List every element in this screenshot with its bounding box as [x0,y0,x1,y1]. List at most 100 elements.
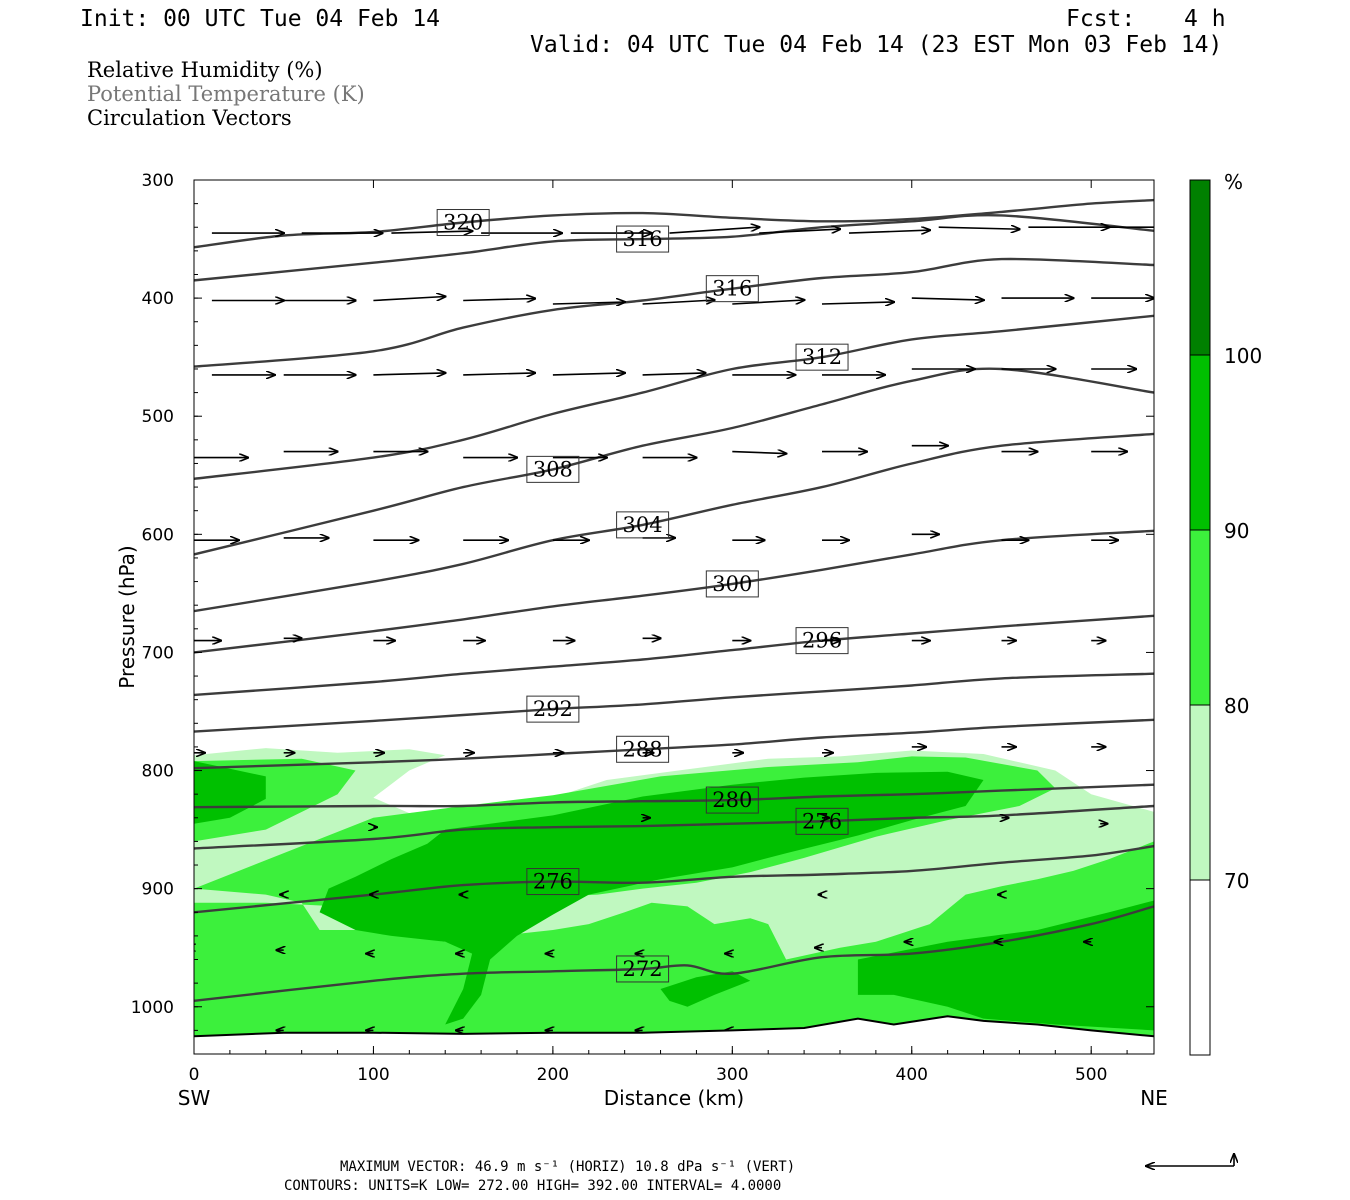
theta-label-box [795,627,849,655]
theta-line-300 [194,529,1154,654]
circulation-vector [373,297,445,302]
colorbar-segment [1190,880,1210,1055]
colorbar: 100 90 80 70 [1189,179,1262,1056]
theta-label-box [616,511,670,539]
theta-label-text: 288 [623,737,663,761]
theta-line-276 [194,804,1154,850]
x-tick-label: 0 [189,1065,200,1085]
circulation-vector [552,302,625,304]
theta-label-text: 276 [802,809,842,833]
legend-rh: Relative Humidity (%) [87,58,323,82]
theta-label-text: 312 [802,345,842,369]
forecast-label: Fcst: [1066,6,1135,32]
theta-label-text: 320 [443,211,483,235]
y-tick-label: 300 [142,171,174,191]
theta-label-box [436,209,490,237]
theta-label-308: 308 [526,455,580,483]
colorbar-frame [1189,179,1211,1056]
circulation-vector [463,299,535,301]
y-tick-label: 1000 [131,998,174,1018]
theta-line-280 [194,783,1154,809]
theta-line-276 [194,844,1154,914]
axes: 0 100 200 300 400 500 300 400 500 600 700 800 900 100… [131,171,1154,1085]
forecast-hour: 4 h [1184,6,1226,32]
theta-line-320 [194,198,1154,249]
circulation-vector [552,373,625,375]
circulation-vector [848,230,930,233]
colorbar-label: 100 [1224,344,1262,368]
init-time: Init: 00 UTC Tue 04 Feb 14 [80,6,440,32]
circulation-vector [642,300,715,305]
valid-time: Valid: 04 UTC Tue 04 Feb 14 (23 EST Mon … [530,32,1222,58]
theta-label-text: 308 [533,457,573,481]
rh-region-90 [857,900,1154,1031]
circulation-vector [669,227,760,234]
theta-label-text: 296 [802,629,842,653]
theta-line-316 [194,257,1154,368]
terrain-line [194,1015,1154,1038]
x-end-right-label: NE [1140,1086,1168,1110]
terrain [194,1015,1154,1054]
footer-max-vector: MAXIMUM VECTOR: 46.9 m s⁻¹ (HORIZ) 10.8 … [340,1159,795,1175]
colorbar-label: 90 [1224,519,1249,543]
theta-contours [194,198,1154,1003]
circulation-vector [732,300,804,305]
theta-label-288: 288 [616,735,670,763]
circulation-vector [732,452,786,454]
colorbar-segment [1190,180,1210,355]
theta-label-box [705,786,759,814]
theta-line-296 [194,614,1154,697]
theta-line-312 [194,314,1154,481]
theta-label-text: 276 [533,870,573,894]
circulation-vector [759,229,840,234]
terrain-fill [194,1016,1154,1054]
circulation-vector [938,227,1020,229]
y-tick-label: 900 [142,880,174,900]
theta-label-box [705,570,759,598]
theta-label-box [616,735,670,763]
theta-label-box [616,955,670,983]
footer-contours: CONTOURS: UNITS=K LOW= 272.00 HIGH= 392.… [284,1178,781,1194]
x-tick-label: 200 [537,1065,569,1085]
theta-label-text: 292 [533,697,573,721]
theta-label-text: 316 [712,277,752,301]
x-end-left-label: SW [178,1086,211,1110]
theta-label-300: 300 [705,570,759,598]
theta-label-box [795,343,849,371]
circulation-vector [821,302,894,304]
colorbar-label: 70 [1224,869,1249,893]
x-tick-label: 400 [896,1065,928,1085]
rh-shading [194,748,1154,1043]
theta-label-box [616,225,670,253]
colorbar-label: 80 [1224,694,1249,718]
circulation-vector [642,373,706,375]
x-axis-label: Distance (km) [604,1086,744,1110]
y-tick-label: 600 [142,525,174,545]
rh-region-90 [319,771,984,1025]
theta-label-280: 280 [705,786,759,814]
theta-label-304: 304 [616,511,670,539]
theta-line-292 [194,672,1154,733]
rh-region-90 [660,971,751,1007]
theta-label-text: 272 [623,957,663,981]
theta-label-292: 292 [526,695,580,723]
colorbar-segment [1190,355,1210,530]
reference-vector [1146,1154,1234,1166]
theta-label-box [526,695,580,723]
y-tick-label: 700 [142,643,174,663]
theta-label-box [705,275,759,303]
theta-label-text: 280 [712,788,752,812]
theta-label-316: 316 [616,225,670,253]
circulation-vector [911,298,984,300]
x-tick-label: 500 [1075,1065,1107,1085]
circulation-vectors [194,227,1154,1030]
contour-labels: 320 316 316 312 308 304 300 296 292 288 280 276 276 2… [436,209,849,983]
theta-label-276: 276 [795,807,849,835]
x-tick-label: 100 [357,1065,389,1085]
theta-label-316: 316 [705,275,759,303]
circulation-vector [463,373,535,375]
theta-label-text: 316 [623,227,663,251]
colorbar-unit: % [1224,170,1243,194]
colorbar-segment [1190,705,1210,880]
y-tick-label: 400 [142,289,174,309]
